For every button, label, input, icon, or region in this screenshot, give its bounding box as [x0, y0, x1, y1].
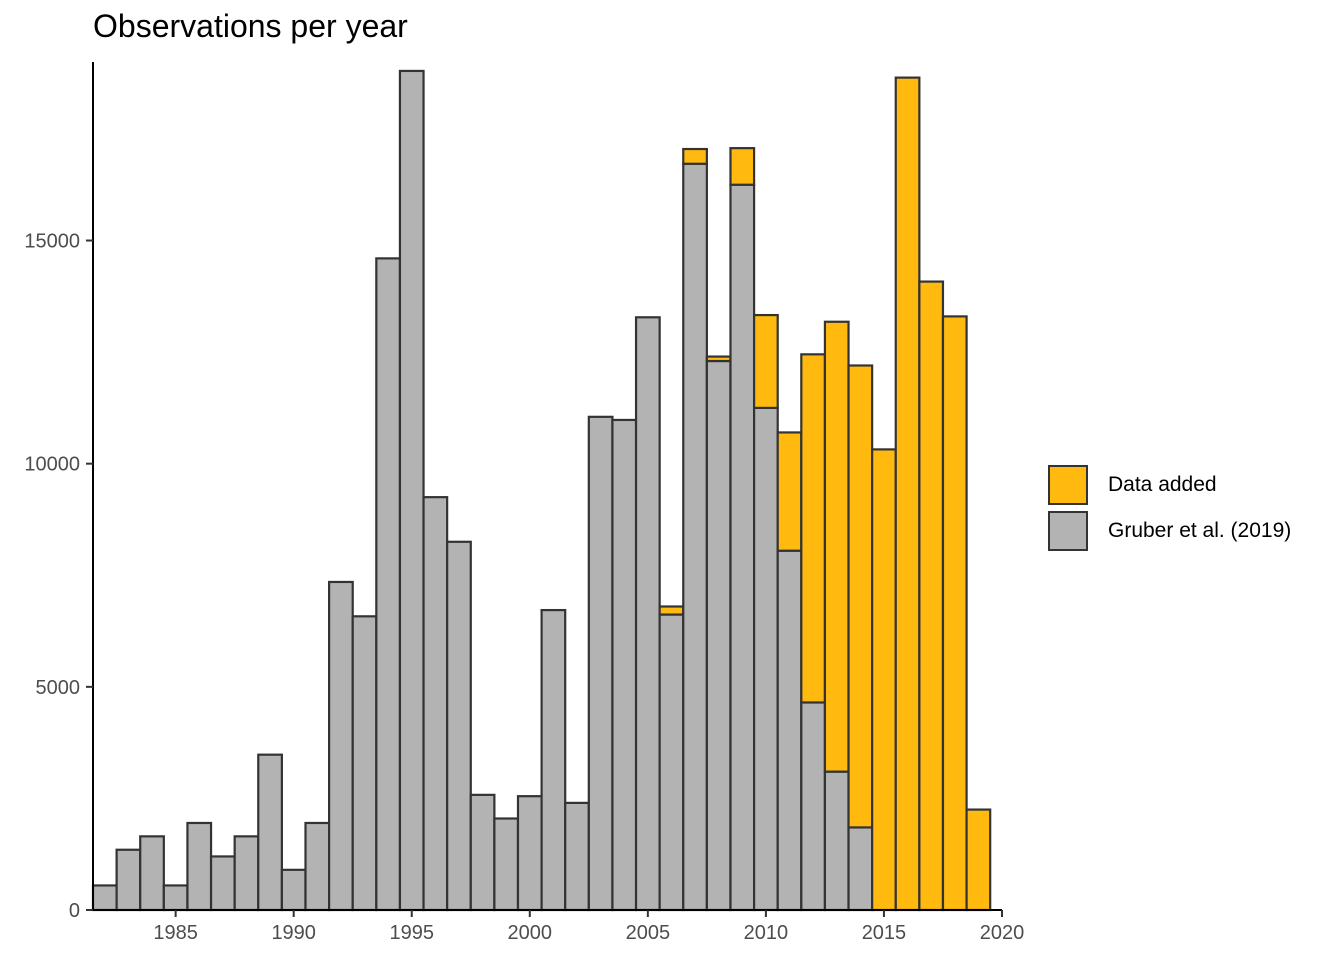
y-tick-label-5000: 5000	[36, 677, 81, 699]
bar-gruber-1998	[469, 793, 496, 912]
bar-gruber-1997	[446, 540, 472, 912]
bar-gruber-1991	[304, 821, 331, 912]
y-tick-label-10000: 10000	[24, 454, 80, 476]
legend: Data added Gruber et al. (2019)	[1048, 462, 1291, 554]
bar-gruber-2000	[516, 795, 543, 912]
x-tick-label-1995: 1995	[389, 922, 434, 944]
bar-gruber-1990	[280, 868, 307, 912]
bar-added-2012	[800, 353, 827, 704]
bar-gruber-2012	[800, 701, 827, 912]
x-tick-label-2010: 2010	[744, 922, 789, 944]
bar-gruber-1993	[351, 615, 378, 912]
x-tick-label-2000: 2000	[508, 922, 553, 944]
bar-added-2013	[823, 320, 850, 773]
bar-added-2015	[871, 448, 897, 912]
bar-gruber-2004	[611, 418, 638, 912]
bar-added-2017	[918, 280, 945, 912]
bar-added-2018	[941, 315, 968, 912]
bar-gruber-1983	[115, 848, 142, 912]
bar-gruber-1989	[257, 753, 283, 912]
bar-gruber-2002	[564, 801, 590, 912]
bar-added-2010	[752, 313, 779, 409]
bar-added-2008	[705, 355, 732, 363]
bar-gruber-1985	[162, 884, 189, 912]
bar-gruber-2003	[587, 415, 614, 912]
y-tick-label-15000: 15000	[24, 231, 80, 253]
x-tick-label-2005: 2005	[626, 922, 671, 944]
bar-added-2014	[847, 364, 874, 829]
bar-gruber-1994	[375, 257, 402, 912]
legend-item-gruber: Gruber et al. (2019)	[1048, 508, 1291, 554]
bar-gruber-1987	[209, 855, 236, 912]
bar-gruber-1988	[233, 835, 260, 912]
legend-label-data-added: Data added	[1108, 473, 1217, 496]
legend-key-data-added	[1048, 465, 1088, 505]
bar-gruber-1982	[91, 884, 118, 912]
legend-label-gruber: Gruber et al. (2019)	[1108, 519, 1292, 542]
legend-key-gruber	[1048, 511, 1088, 551]
bar-gruber-1992	[328, 580, 354, 912]
bar-gruber-2010	[752, 406, 779, 912]
bar-added-2016	[894, 76, 921, 912]
chart-title: Observations per year	[93, 8, 408, 44]
bar-gruber-2011	[776, 549, 803, 912]
bar-gruber-2006	[658, 613, 685, 912]
y-tick-label-0: 0	[69, 900, 80, 922]
bar-gruber-1996	[422, 496, 449, 912]
bar-gruber-2013	[823, 770, 850, 912]
x-tick-label-1990: 1990	[271, 922, 316, 944]
x-tick-label-2020: 2020	[980, 922, 1025, 944]
bar-added-2007	[682, 147, 708, 165]
bar-gruber-2005	[634, 316, 661, 912]
x-tick-label-2015: 2015	[862, 922, 907, 944]
bar-gruber-2009	[729, 183, 756, 912]
x-tick-label-1985: 1985	[153, 922, 198, 944]
bar-added-2019	[965, 808, 992, 912]
bar-gruber-1999	[493, 817, 520, 912]
bar-gruber-2007	[682, 162, 708, 912]
bar-added-2006	[658, 605, 685, 616]
bar-added-2011	[776, 431, 803, 552]
bar-gruber-2001	[540, 608, 567, 912]
bar-gruber-1986	[186, 821, 213, 912]
bar-gruber-2014	[847, 826, 874, 912]
bar-added-2009	[729, 147, 756, 186]
bar-gruber-1984	[139, 835, 165, 912]
bar-gruber-2008	[705, 359, 732, 912]
bar-gruber-1995	[398, 69, 425, 912]
legend-item-data-added: Data added	[1048, 462, 1291, 508]
